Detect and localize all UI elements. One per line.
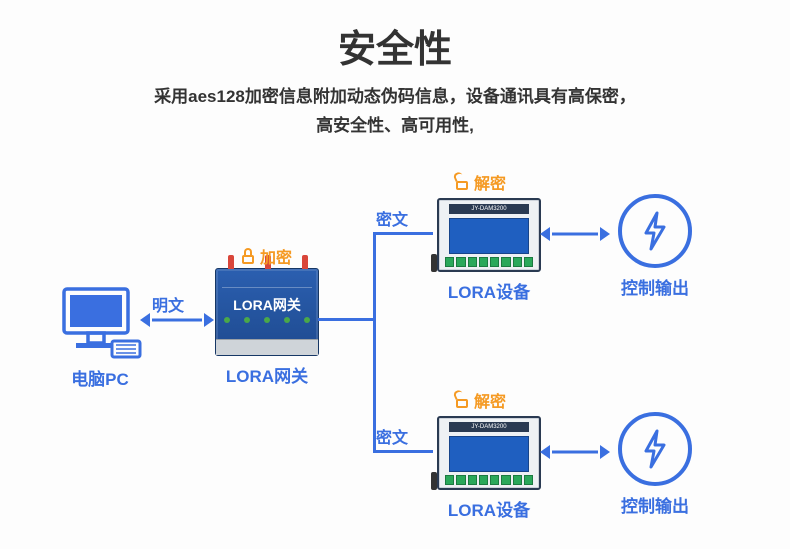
- lora-device-icon: JY-DAM3200: [437, 416, 541, 490]
- node-lora-device-2: JY-DAM3200 LORA设备: [434, 416, 544, 521]
- device1-label: LORA设备: [434, 278, 544, 303]
- device2-label: LORA设备: [434, 496, 544, 521]
- decrypt-label-2: 解密: [454, 388, 506, 412]
- output2-label: 控制输出: [610, 492, 700, 517]
- lora-device-icon: JY-DAM3200: [437, 198, 541, 272]
- decrypt-label-1: 解密: [454, 170, 506, 194]
- locked-icon: [240, 248, 256, 264]
- gateway-label: LORA网关: [212, 362, 322, 387]
- gateway-icon: LORA网关: [215, 268, 319, 356]
- unlocked-icon: [454, 174, 470, 190]
- decrypt-text: 解密: [474, 388, 506, 412]
- encrypt-text: 加密: [260, 244, 292, 268]
- lightning-icon: [618, 412, 692, 486]
- connector-trunk-v: [373, 232, 376, 452]
- arrow-device2-output2: [542, 450, 608, 453]
- device-header: JY-DAM3200: [449, 422, 529, 432]
- arrow-device1-output1: [542, 232, 608, 235]
- connector-trunk-h: [318, 318, 376, 321]
- node-output-1: 控制输出: [610, 194, 700, 299]
- gateway-inner-label: LORA网关: [216, 295, 318, 315]
- link-label-ciphertext-1: 密文: [376, 206, 408, 230]
- node-gateway: LORA网关 LORA网关: [212, 268, 322, 387]
- encrypt-label: 加密: [240, 244, 292, 268]
- unlocked-icon: [454, 392, 470, 408]
- node-pc: 电脑PC: [55, 285, 145, 390]
- pc-icon: [58, 285, 142, 359]
- connector-branch-2: [373, 450, 433, 453]
- link-label-ciphertext-2: 密文: [376, 424, 408, 448]
- output1-label: 控制输出: [610, 274, 700, 299]
- link-label-plaintext: 明文: [152, 292, 184, 316]
- lightning-icon: [618, 194, 692, 268]
- node-output-2: 控制输出: [610, 412, 700, 517]
- diagram-canvas: 电脑PC LORA网关 LORA网关 JY-DAM3200 LORA设备 JY-…: [0, 0, 790, 549]
- decrypt-text: 解密: [474, 170, 506, 194]
- arrow-pc-gateway: [142, 318, 212, 321]
- pc-label: 电脑PC: [55, 365, 145, 390]
- device-header: JY-DAM3200: [449, 204, 529, 214]
- node-lora-device-1: JY-DAM3200 LORA设备: [434, 198, 544, 303]
- connector-branch-1: [373, 232, 433, 235]
